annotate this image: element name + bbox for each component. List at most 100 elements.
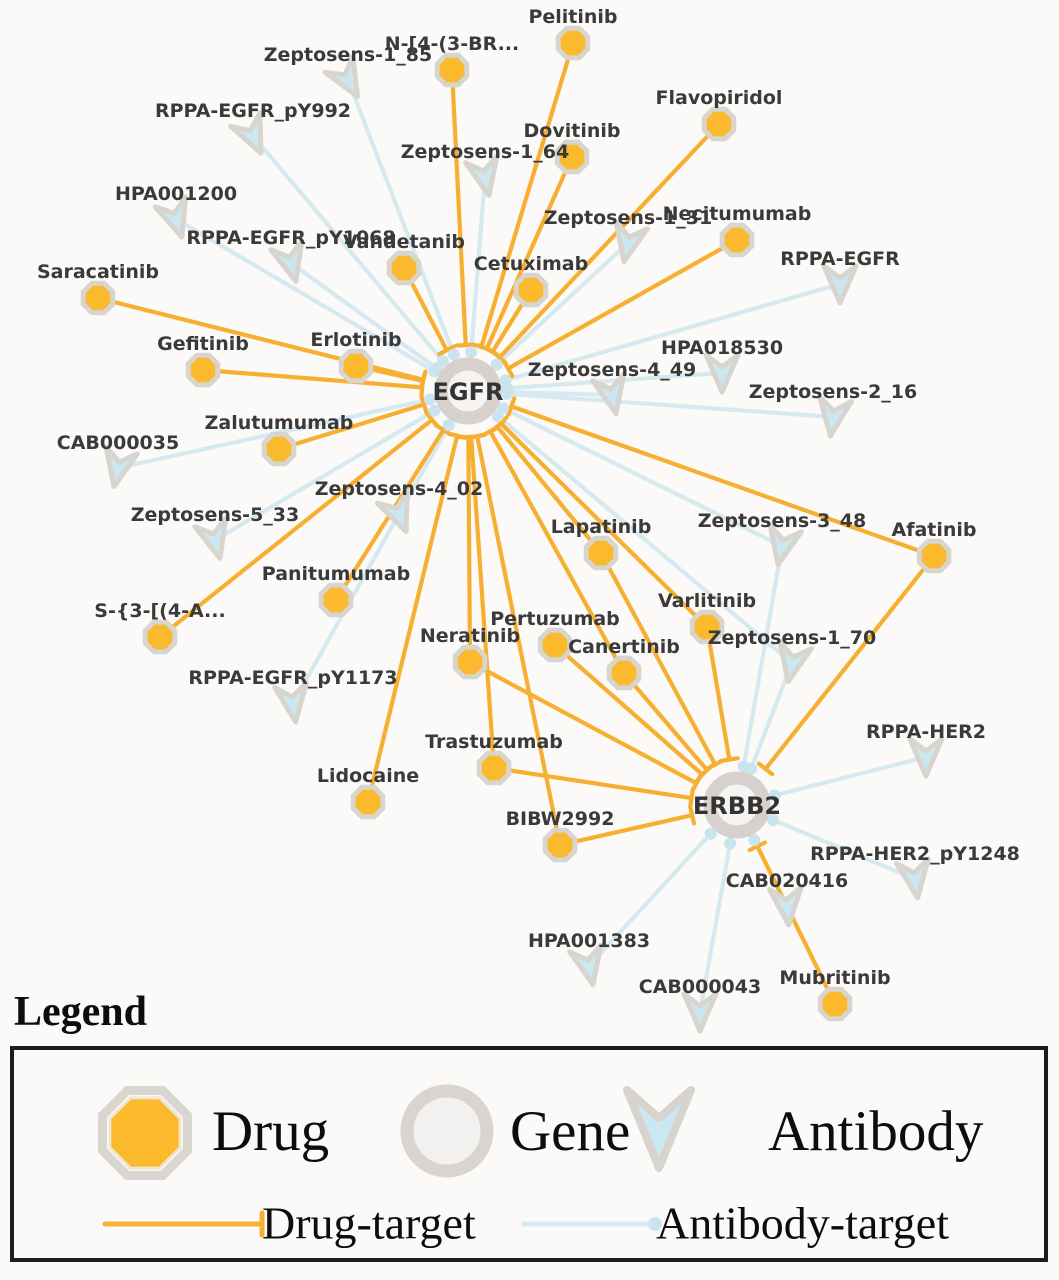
antibody-node[interactable] (98, 444, 140, 490)
antibody-label: Zeptosens-1_85 (264, 44, 432, 66)
edge-endpoint-dot (704, 827, 717, 840)
edge-drug-target-tee (424, 410, 440, 429)
edge-antibody-target (345, 77, 457, 357)
antibody-node[interactable] (766, 884, 804, 928)
antibody-node[interactable] (272, 680, 312, 725)
edge-drug-target (506, 237, 740, 371)
antibody-node[interactable] (192, 515, 235, 562)
antibody-node[interactable] (463, 153, 505, 199)
edge-endpoint-dot (442, 419, 455, 432)
antibody-node[interactable] (567, 942, 609, 988)
edge-endpoint-dot (768, 789, 781, 802)
edge-antibody-target (288, 260, 439, 371)
edge-drug-target-tee (501, 358, 515, 378)
antibody-node[interactable] (268, 238, 311, 285)
drug-node[interactable] (513, 272, 549, 308)
antibody-node[interactable] (762, 522, 804, 568)
drug-node[interactable] (476, 750, 512, 786)
antibody-node[interactable] (821, 263, 859, 306)
drug-node[interactable] (350, 784, 386, 820)
antibody-legend-label: Antibody (768, 1100, 984, 1164)
edge-antibody-target (504, 389, 615, 398)
edge-drug-target (552, 642, 705, 777)
antibody-target-legend-label: Antibody-target (656, 1197, 949, 1249)
edge-drug-target (466, 434, 473, 665)
edge-drug-target-tee (756, 761, 775, 777)
drug-node[interactable] (142, 619, 178, 655)
edge-drug-target-tee (718, 756, 740, 764)
antibody-node[interactable] (322, 53, 371, 104)
edge-drug-target (479, 40, 576, 350)
antibody-label: RPPA-HER2 (866, 721, 986, 743)
antibody-node[interactable] (590, 371, 632, 417)
edge-drug-target (495, 424, 604, 556)
antibody-label: CAB000043 (639, 976, 761, 998)
edge-antibody-target (503, 281, 843, 383)
edge-endpoint-dot (423, 393, 436, 406)
edge-drug-target (598, 550, 718, 767)
antibody-node[interactable] (681, 991, 719, 1034)
drug-node[interactable] (689, 609, 725, 645)
edge-drug-target (449, 67, 468, 348)
antibody-node[interactable] (608, 219, 650, 265)
edge-antibody-target (504, 370, 725, 391)
edge-endpoint-dot (447, 348, 460, 361)
edge-drug-target (491, 765, 694, 801)
drug-label: Flavopiridol (656, 87, 783, 109)
drug-node[interactable] (719, 222, 755, 258)
drug-node[interactable] (185, 352, 221, 388)
drug-node[interactable] (434, 52, 470, 88)
legend-title: Legend (14, 989, 148, 1035)
edge-antibody-target (504, 391, 836, 420)
antibody-label: Zeptosens-2_16 (749, 381, 917, 403)
antibody-node[interactable] (374, 488, 421, 537)
edge-antibody-target (586, 831, 713, 969)
drug-label: Trastuzumab (425, 731, 563, 753)
gene-legend-label: Gene (510, 1100, 631, 1164)
drug-node[interactable] (318, 582, 354, 618)
edge-drug-target (498, 421, 710, 630)
drug-node[interactable] (554, 139, 590, 175)
drug-label: Panitumumab (262, 563, 410, 585)
drug-target-legend-label: Drug-target (262, 1197, 476, 1249)
edge-drug-target-tee (506, 396, 517, 417)
edge-endpoint-dot (428, 404, 441, 417)
drug-node[interactable] (261, 431, 297, 467)
antibody-node[interactable] (772, 639, 814, 685)
edge-antibody-target (770, 817, 918, 882)
antibody-node[interactable] (815, 394, 854, 439)
drug-label: BIBW2992 (506, 808, 615, 830)
drug-label: Neratinib (420, 625, 520, 647)
edge-drug-target (557, 813, 695, 848)
antibody-legend-icon (623, 1086, 695, 1172)
drug-node[interactable] (606, 655, 642, 691)
gene-legend-icon (400, 1084, 494, 1178)
edge-drug-target (467, 659, 699, 786)
drug-node[interactable] (817, 986, 853, 1022)
antibody-label: RPPA-EGFR_pY992 (155, 100, 351, 122)
edge-drug-target-tee (483, 345, 502, 359)
drug-node[interactable] (80, 280, 116, 316)
antibody-label: HPA018530 (661, 337, 783, 359)
edge-endpoint-dot (490, 358, 503, 371)
antibody-node[interactable] (907, 736, 945, 779)
edge-drug-target (276, 402, 427, 452)
drug-node[interactable] (583, 535, 619, 571)
edge-drug-target-tee (466, 432, 488, 440)
drug-node[interactable] (555, 25, 591, 61)
drug-node[interactable] (452, 644, 488, 680)
drug-node[interactable] (537, 627, 573, 663)
drug-node[interactable] (542, 827, 578, 863)
antibody-node[interactable] (228, 110, 276, 160)
edge-drug-target-tee (419, 394, 429, 415)
drug-label: Canertinib (568, 636, 680, 658)
antibody-node[interactable] (894, 856, 934, 901)
drug-node[interactable] (701, 106, 737, 142)
drug-node[interactable] (386, 250, 422, 286)
antibody-node[interactable] (703, 352, 741, 395)
antibody-label: CAB020416 (726, 870, 848, 892)
antibody-node[interactable] (152, 194, 197, 242)
drug-node[interactable] (916, 538, 952, 574)
drug-node[interactable] (338, 348, 374, 384)
